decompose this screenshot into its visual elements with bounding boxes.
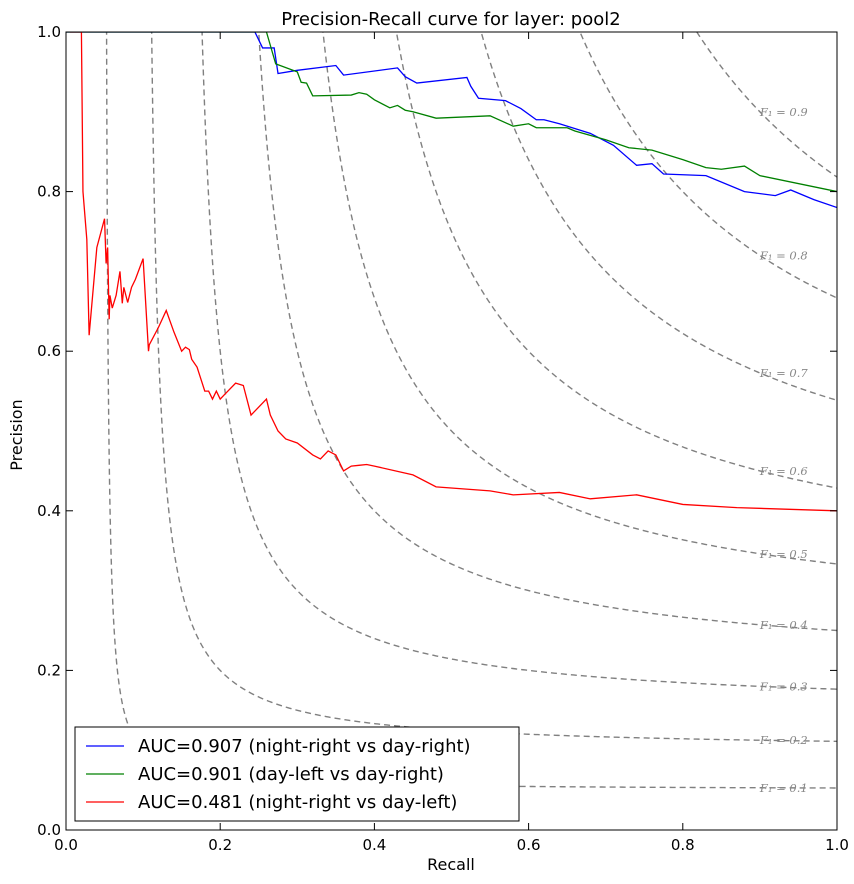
y-tick-label: 0.2	[37, 661, 61, 679]
iso-f1-label: F₁ = 0.6	[759, 464, 808, 478]
iso-f1-curve	[322, 32, 837, 565]
series-line-3	[69, 32, 837, 512]
iso-f1-label: F₁ = 0.1	[759, 781, 808, 795]
x-tick-label: 0.8	[671, 836, 695, 854]
legend: AUC=0.907 (night-right vs day-right) AUC=…	[74, 726, 520, 822]
iso-f1-curve	[579, 32, 837, 299]
tick-labels: 0.0 0.2 0.4 0.6 0.8 1.0 0.0 0.2 0.4 0.6 0.8 1.0	[37, 23, 849, 854]
y-tick-label: 1.0	[37, 23, 61, 41]
y-tick-label: 0.0	[37, 821, 61, 839]
iso-f1-label: F₁ = 0.8	[759, 248, 808, 262]
series-lines	[66, 32, 837, 512]
iso-f1-curve	[201, 32, 837, 690]
y-axis-label: Precision	[7, 399, 26, 470]
series-line-2	[66, 32, 837, 193]
iso-f1-curve	[258, 32, 837, 632]
x-axis-label: Recall	[427, 855, 475, 874]
y-tick-label: 0.4	[37, 502, 61, 520]
legend-box	[74, 726, 520, 822]
iso-f1-curve	[395, 32, 837, 489]
x-tick-label: 0.2	[208, 836, 232, 854]
x-tick-label: 0.6	[517, 836, 541, 854]
x-tick-label: 1.0	[825, 836, 849, 854]
x-tick-label: 0.4	[362, 836, 386, 854]
iso-f1-label: F₁ = 0.7	[759, 366, 809, 380]
iso-f1-labels: F₁ = 0.1 F₁ = 0.2 F₁ = 0.3 F₁ = 0.4 F₁ = 0.5…	[759, 105, 809, 795]
iso-f1-curve	[480, 32, 837, 401]
iso-f1-label: F₁ = 0.4	[759, 618, 808, 632]
plot-frame	[65, 31, 838, 831]
legend-label-1: AUC=0.907 (night-right vs day-right)	[138, 736, 471, 757]
x-tick-label: 0.0	[54, 836, 78, 854]
legend-label-3: AUC=0.481 (night-right vs day-left)	[138, 792, 457, 813]
iso-f1-curve	[150, 32, 837, 743]
iso-f1-label: F₁ = 0.9	[759, 105, 808, 119]
iso-f1-label: F₁ = 0.3	[759, 679, 808, 693]
chart-title: Precision-Recall curve for layer: pool2	[281, 9, 620, 30]
iso-f1-label: F₁ = 0.2	[759, 733, 808, 747]
legend-label-2: AUC=0.901 (day-left vs day-right)	[138, 764, 444, 785]
y-tick-label: 0.6	[37, 342, 61, 360]
y-tick-label: 0.8	[37, 183, 61, 201]
iso-f1-label: F₁ = 0.5	[759, 547, 808, 561]
